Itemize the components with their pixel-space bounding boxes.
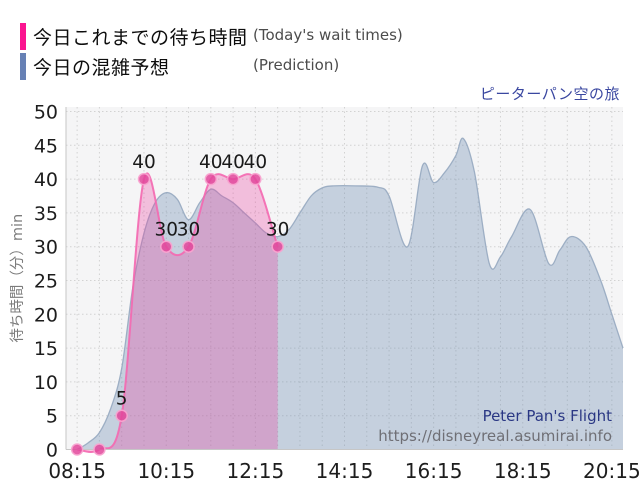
chart-title: ピーターパン空の旅 <box>479 85 620 103</box>
data-point-marker <box>204 172 218 186</box>
data-point-label: 40 <box>244 152 268 173</box>
data-point-marker <box>271 240 284 253</box>
x-tick-label: 10:15 <box>137 459 195 483</box>
x-tick-label: 08:15 <box>48 459 106 483</box>
y-axis-title: 待ち時間（分）min <box>9 214 26 343</box>
data-point-label: 30 <box>154 220 178 241</box>
prediction-line <box>76 137 624 451</box>
actual-area <box>77 173 278 452</box>
chart-legend: 今日これまでの待ち時間 (Today's wait times) 今日の混雑予想… <box>20 21 490 81</box>
footer-url: https://disneyreal.asumirai.info <box>378 427 612 445</box>
y-tick-label: 20 <box>34 304 58 326</box>
data-point-marker <box>182 240 195 253</box>
y-tick-label: 10 <box>34 372 58 394</box>
legend-label-actual: 今日これまでの待ち時間 <box>33 26 248 49</box>
legend-label-prediction: 今日の混雑予想 <box>33 56 170 79</box>
x-tick-label: 12:15 <box>227 459 285 483</box>
data-point-marker <box>137 172 151 186</box>
x-tick-label: 14:15 <box>316 459 374 483</box>
prediction-area <box>77 138 624 450</box>
data-point-marker <box>160 240 173 253</box>
data-point-label: 40 <box>221 152 245 173</box>
footer-attraction-name: Peter Pan's Flight <box>483 407 613 425</box>
prediction-series-swatch-icon <box>20 52 26 80</box>
y-tick-label: 50 <box>34 102 58 124</box>
y-tick-label: 35 <box>34 203 58 225</box>
data-point-label: 5 <box>116 389 128 410</box>
y-tick-label: 25 <box>34 271 58 293</box>
actual-series-swatch-icon <box>20 22 26 50</box>
data-point-label: 30 <box>266 220 290 241</box>
data-point-marker <box>226 172 240 186</box>
data-point-marker <box>93 443 106 456</box>
data-point-marker <box>70 443 84 456</box>
data-point-label: 40 <box>132 152 156 173</box>
y-tick-label: 15 <box>34 338 58 360</box>
legend-item-prediction: 今日の混雑予想 (Prediction) <box>20 51 490 81</box>
y-tick-label: 5 <box>46 406 58 428</box>
legend-item-actual: 今日これまでの待ち時間 (Today's wait times) <box>20 21 490 51</box>
data-point-label: 30 <box>177 220 201 241</box>
data-point-marker <box>115 409 128 422</box>
x-tick-label: 18:15 <box>494 459 552 483</box>
y-tick-label: 45 <box>34 135 58 157</box>
x-tick-label: 16:15 <box>405 459 463 483</box>
y-tick-label: 0 <box>46 440 58 462</box>
y-tick-label: 30 <box>34 237 58 259</box>
y-tick-label: 40 <box>34 169 58 191</box>
legend-sublabel-actual: (Today's wait times) <box>253 26 403 44</box>
legend-sublabel-prediction: (Prediction) <box>253 56 340 74</box>
data-point-marker <box>249 172 262 186</box>
x-tick-label: 20:15 <box>583 459 640 483</box>
data-point-label: 40 <box>199 152 223 173</box>
